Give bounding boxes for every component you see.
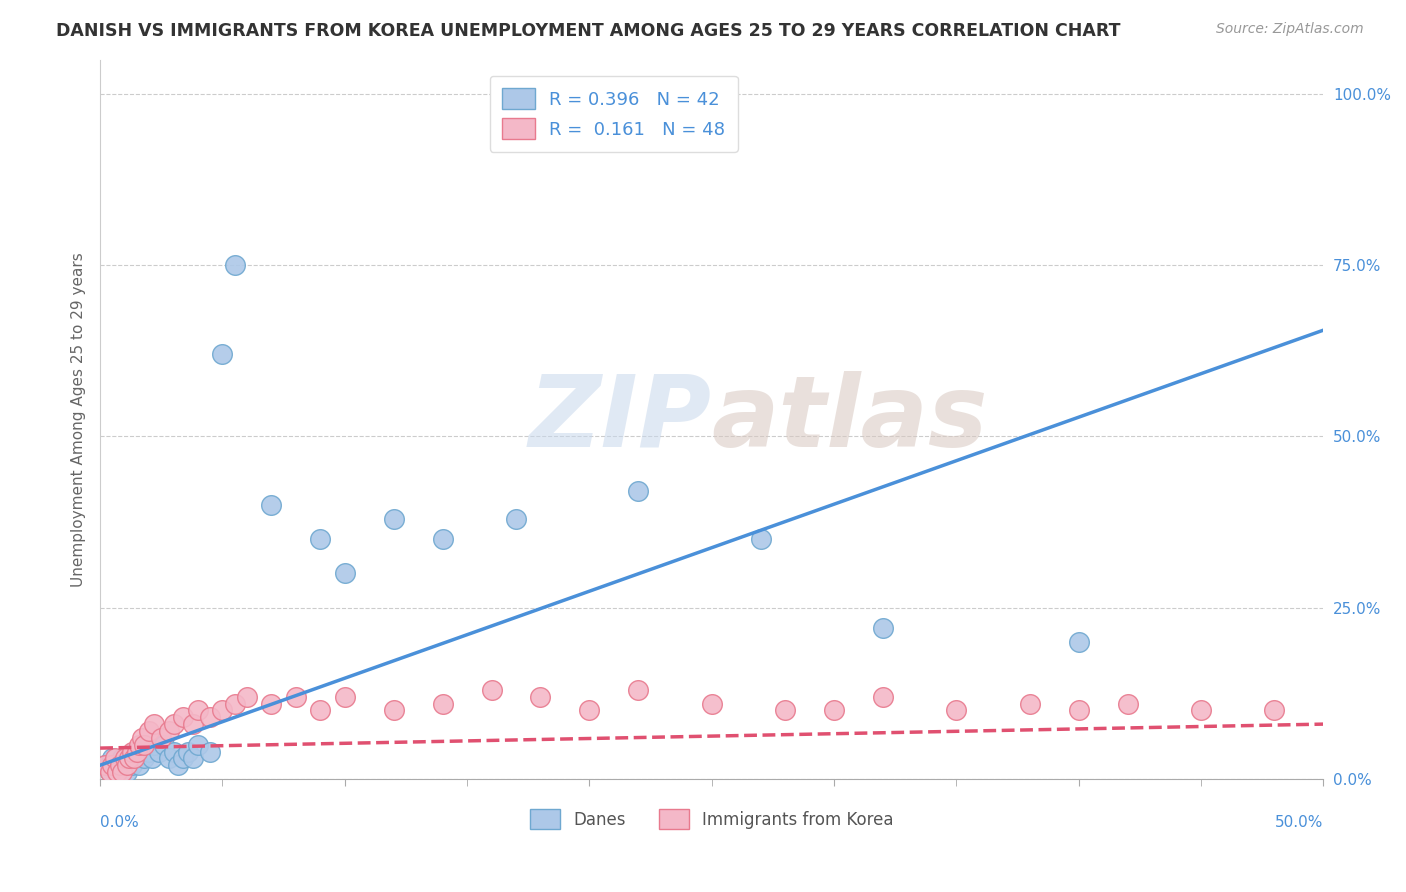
Point <box>105 765 128 780</box>
Point <box>125 745 148 759</box>
Point <box>627 484 650 499</box>
Point <box>135 738 157 752</box>
Point <box>481 682 503 697</box>
Point <box>1189 703 1212 717</box>
Point <box>94 758 117 772</box>
Point <box>236 690 259 704</box>
Point <box>578 703 600 717</box>
Point <box>124 751 146 765</box>
Point <box>111 765 134 780</box>
Point <box>224 697 246 711</box>
Point <box>749 532 772 546</box>
Point <box>211 703 233 717</box>
Point <box>505 511 527 525</box>
Point <box>181 751 204 765</box>
Point <box>131 731 153 745</box>
Point <box>115 758 138 772</box>
Point <box>138 723 160 738</box>
Point <box>118 751 141 765</box>
Text: 0.0%: 0.0% <box>100 815 139 830</box>
Point <box>118 751 141 765</box>
Point <box>104 751 127 765</box>
Point <box>1018 697 1040 711</box>
Point <box>200 745 222 759</box>
Point <box>823 703 845 717</box>
Point <box>115 765 138 780</box>
Point <box>773 703 796 717</box>
Point <box>101 751 124 765</box>
Point <box>101 758 124 772</box>
Point <box>181 717 204 731</box>
Point <box>1116 697 1139 711</box>
Point <box>142 717 165 731</box>
Point <box>529 690 551 704</box>
Point <box>150 731 173 745</box>
Point <box>162 745 184 759</box>
Point <box>432 532 454 546</box>
Text: ZIP: ZIP <box>529 371 711 467</box>
Point <box>1067 703 1090 717</box>
Point <box>98 765 121 780</box>
Point <box>432 697 454 711</box>
Point <box>945 703 967 717</box>
Text: DANISH VS IMMIGRANTS FROM KOREA UNEMPLOYMENT AMONG AGES 25 TO 29 YEARS CORRELATI: DANISH VS IMMIGRANTS FROM KOREA UNEMPLOY… <box>56 22 1121 40</box>
Point <box>700 697 723 711</box>
Point <box>104 758 127 772</box>
Point <box>111 751 134 765</box>
Point <box>172 751 194 765</box>
Point <box>114 751 136 765</box>
Point <box>94 758 117 772</box>
Point <box>1067 635 1090 649</box>
Point <box>114 758 136 772</box>
Point <box>260 498 283 512</box>
Point <box>872 621 894 635</box>
Point <box>284 690 307 704</box>
Point <box>162 717 184 731</box>
Point <box>224 258 246 272</box>
Point <box>128 738 150 752</box>
Point <box>177 745 200 759</box>
Point <box>382 703 405 717</box>
Point <box>108 758 131 772</box>
Point <box>157 723 180 738</box>
Point <box>121 745 143 759</box>
Point <box>309 703 332 717</box>
Point <box>627 682 650 697</box>
Text: Source: ZipAtlas.com: Source: ZipAtlas.com <box>1216 22 1364 37</box>
Point <box>98 765 121 780</box>
Point <box>138 745 160 759</box>
Point <box>142 738 165 752</box>
Point <box>141 751 163 765</box>
Point <box>105 765 128 780</box>
Point <box>167 758 190 772</box>
Y-axis label: Unemployment Among Ages 25 to 29 years: Unemployment Among Ages 25 to 29 years <box>72 252 86 587</box>
Point <box>128 758 150 772</box>
Point <box>124 745 146 759</box>
Point <box>1263 703 1285 717</box>
Point <box>108 758 131 772</box>
Point <box>134 738 156 752</box>
Legend: Danes, Immigrants from Korea: Danes, Immigrants from Korea <box>523 803 900 835</box>
Point <box>131 745 153 759</box>
Point <box>200 710 222 724</box>
Text: 50.0%: 50.0% <box>1275 815 1323 830</box>
Point <box>187 703 209 717</box>
Point <box>333 690 356 704</box>
Point <box>152 738 174 752</box>
Point <box>148 745 170 759</box>
Point <box>333 566 356 581</box>
Text: atlas: atlas <box>711 371 988 467</box>
Point <box>125 751 148 765</box>
Point <box>172 710 194 724</box>
Point <box>187 738 209 752</box>
Point <box>260 697 283 711</box>
Point <box>382 511 405 525</box>
Point <box>211 347 233 361</box>
Point <box>872 690 894 704</box>
Point <box>134 751 156 765</box>
Point <box>157 751 180 765</box>
Point <box>309 532 332 546</box>
Point <box>121 758 143 772</box>
